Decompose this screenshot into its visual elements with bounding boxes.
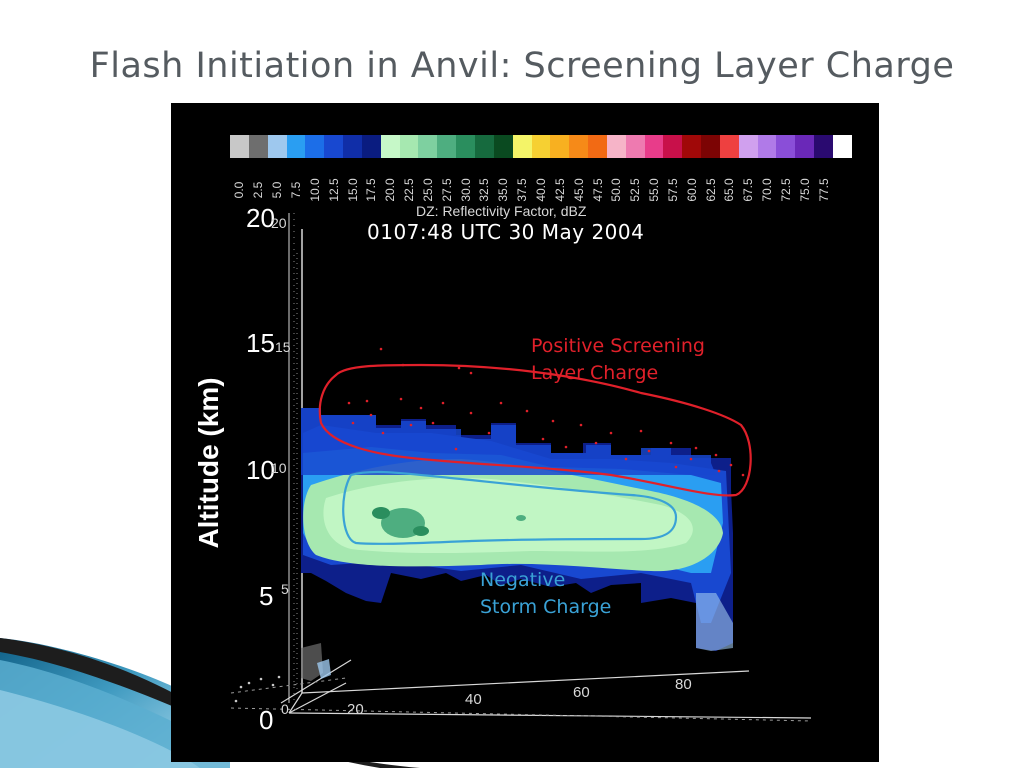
x-tick-40: 40	[465, 691, 482, 708]
colorbar-tick-label: 67.5	[741, 178, 756, 202]
colorbar-swatch	[512, 135, 532, 158]
colorbar-tick-label: 60.0	[684, 178, 699, 202]
y-tick-0: 0	[259, 705, 274, 735]
x-tick-80: 80	[675, 676, 692, 693]
colorbar-swatch	[230, 135, 249, 158]
colorbar-tick-label: 62.5	[703, 178, 718, 202]
colorbar-tick-label: 75.0	[797, 178, 812, 202]
positive-charge-label-line2: Layer Charge	[531, 362, 659, 384]
colorbar-tick-label: 17.5	[364, 178, 379, 202]
y-inner-tick-15: 15	[275, 339, 291, 355]
colorbar-swatch	[795, 135, 815, 158]
y-inner-tick-10: 10	[271, 460, 287, 476]
colorbar-swatch	[324, 135, 344, 158]
corner-swoosh-decoration	[0, 638, 420, 768]
colorbar-tick-label: 7.5	[288, 181, 303, 199]
reflectivity-colorbar	[230, 135, 852, 158]
colorbar-swatch	[606, 135, 626, 158]
colorbar-swatch	[776, 135, 796, 158]
colorbar-swatch	[833, 135, 852, 158]
x-tick-60: 60	[573, 684, 590, 701]
y-inner-tick-20: 20	[271, 215, 287, 231]
colorbar-swatch	[757, 135, 777, 158]
colorbar-tick-label: 70.0	[760, 178, 775, 202]
colorbar-swatch	[248, 135, 268, 158]
colorbar-swatch	[569, 135, 589, 158]
slide-title: Flash Initiation in Anvil: Screening Lay…	[89, 46, 955, 86]
radar-plot	[230, 213, 812, 722]
colorbar-swatch	[719, 135, 739, 158]
colorbar-swatch	[531, 135, 551, 158]
colorbar-swatch	[418, 135, 438, 158]
colorbar-swatch	[663, 135, 683, 158]
colorbar-swatch	[682, 135, 702, 158]
colorbar-tick-label: 12.5	[326, 178, 341, 202]
colorbar-tick-label: 10.0	[307, 178, 322, 202]
colorbar-swatch	[474, 135, 494, 158]
colorbar-tick-label: 72.5	[779, 178, 794, 202]
colorbar-swatch	[380, 135, 400, 158]
y-tick-15: 15	[246, 328, 275, 358]
timestamp: 0107:48 UTC 30 May 2004	[367, 220, 645, 244]
colorbar-swatch	[399, 135, 419, 158]
colorbar-tick-label: 77.5	[816, 178, 831, 202]
positive-charge-label-line1: Positive Screening	[531, 335, 705, 357]
colorbar-swatch	[437, 135, 457, 158]
y-tick-5: 5	[259, 581, 274, 611]
colorbar-tick-label: 47.5	[590, 178, 605, 202]
colorbar-label: DZ: Reflectivity Factor, dBZ	[416, 203, 587, 219]
colorbar-swatch	[361, 135, 381, 158]
y-tick-10: 10	[246, 455, 275, 485]
y-inner-tick-0: 0	[281, 701, 289, 717]
colorbar-tick-label: 55.0	[647, 178, 662, 202]
y-inner-tick-5: 5	[281, 581, 289, 597]
colorbar-swatch	[267, 135, 287, 158]
x-tick-20: 20	[347, 701, 364, 718]
colorbar-tick-label: 15.0	[345, 178, 360, 202]
colorbar-swatch	[701, 135, 720, 158]
radar-figure-panel: 0.0 2.5 5.0 7.5 10.0 12.5 15.0 17.5 20.0 22.5 25.0…	[171, 103, 879, 762]
colorbar-swatch	[493, 135, 513, 158]
colorbar-swatch	[343, 135, 362, 158]
positive-charge-label: Positive Screening Layer Charge	[531, 333, 705, 387]
colorbar-swatch	[305, 135, 325, 158]
colorbar-swatch	[644, 135, 664, 158]
colorbar-tick-label: 57.5	[665, 178, 680, 202]
y-tick-20: 20	[246, 203, 275, 233]
colorbar-tick-label: 50.0	[609, 178, 624, 202]
colorbar-swatch	[550, 135, 570, 158]
negative-charge-label-line1: Negative	[480, 569, 566, 591]
colorbar-swatch	[738, 135, 758, 158]
colorbar-tick-label: 65.0	[722, 178, 737, 202]
colorbar-swatch	[456, 135, 475, 158]
colorbar-swatch	[625, 135, 645, 158]
negative-charge-label-line2: Storm Charge	[480, 596, 612, 618]
colorbar-tick-label: 20.0	[383, 178, 398, 202]
y-axis-label: Altitude (km)	[193, 377, 224, 549]
colorbar-swatch	[588, 135, 607, 158]
negative-charge-label: Negative Storm Charge	[480, 567, 611, 621]
colorbar-tick-label: 52.5	[628, 178, 643, 202]
colorbar-swatch	[286, 135, 306, 158]
colorbar-swatch	[814, 135, 833, 158]
